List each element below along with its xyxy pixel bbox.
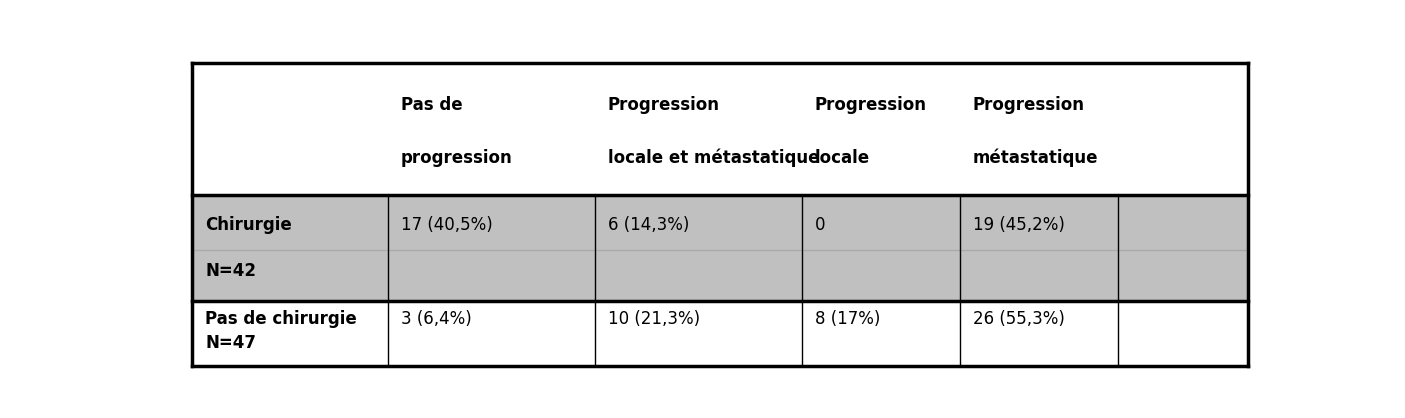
Text: Progression: Progression [815,96,927,114]
Text: 0: 0 [815,216,825,234]
Text: progression: progression [400,149,513,167]
Text: Chirurgie: Chirurgie [205,216,292,234]
Text: 17 (40,5%): 17 (40,5%) [400,216,493,234]
Text: N=47: N=47 [205,334,256,352]
Text: locale et métastatique: locale et métastatique [608,149,819,167]
Text: 26 (55,3%): 26 (55,3%) [972,310,1065,328]
Text: 3 (6,4%): 3 (6,4%) [400,310,472,328]
Text: 10 (21,3%): 10 (21,3%) [608,310,700,328]
Text: locale: locale [815,149,870,167]
Bar [192,195,1248,301]
Text: 6 (14,3%): 6 (14,3%) [608,216,690,234]
Text: N=42: N=42 [205,263,256,280]
Text: 8 (17%): 8 (17%) [815,310,880,328]
Bar [192,301,1248,366]
Text: Pas de chirurgie: Pas de chirurgie [205,310,357,328]
Text: Progression: Progression [972,96,1085,114]
Text: Pas de: Pas de [400,96,462,114]
Text: Progression: Progression [608,96,719,114]
Text: métastatique: métastatique [972,149,1099,167]
Text: 19 (45,2%): 19 (45,2%) [972,216,1065,234]
